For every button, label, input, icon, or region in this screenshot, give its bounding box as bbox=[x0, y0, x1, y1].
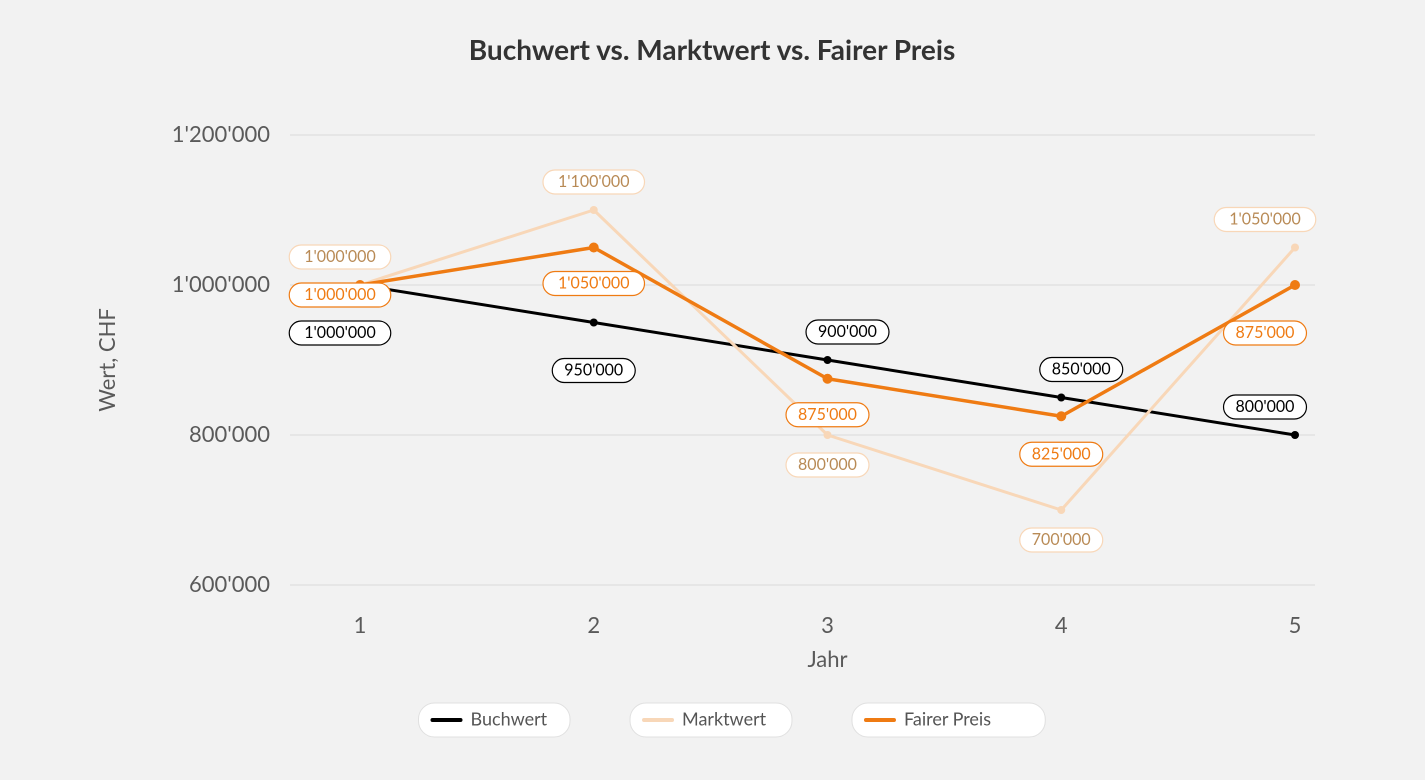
chart-title: Buchwert vs. Marktwert vs. Fairer Preis bbox=[469, 32, 956, 66]
data-label: 1'050'000 bbox=[1214, 208, 1316, 232]
svg-text:800'000: 800'000 bbox=[798, 455, 857, 474]
svg-text:875'000: 875'000 bbox=[798, 405, 857, 424]
data-label: 825'000 bbox=[1020, 442, 1103, 466]
legend-item: Marktwert bbox=[630, 703, 792, 737]
data-label: 900'000 bbox=[806, 320, 889, 344]
data-label: 1'000'000 bbox=[289, 283, 391, 307]
y-tick-label: 1'000'000 bbox=[172, 270, 271, 297]
svg-text:950'000: 950'000 bbox=[564, 361, 623, 380]
series-marker bbox=[1291, 431, 1299, 439]
legend-item: Buchwert bbox=[419, 703, 571, 737]
svg-text:825'000: 825'000 bbox=[1032, 444, 1091, 463]
series-marker bbox=[1290, 280, 1300, 290]
legend-item: Fairer Preis bbox=[852, 703, 1045, 737]
series-marker bbox=[590, 319, 598, 327]
data-label: 800'000 bbox=[786, 453, 869, 477]
y-tick-label: 1'200'000 bbox=[172, 120, 271, 147]
series-marker bbox=[823, 374, 833, 384]
svg-text:1'050'000: 1'050'000 bbox=[558, 274, 630, 293]
chart-svg: Buchwert vs. Marktwert vs. Fairer Preis 6… bbox=[0, 0, 1425, 780]
series-marker bbox=[1057, 506, 1065, 514]
svg-text:1'100'000: 1'100'000 bbox=[558, 172, 630, 191]
legend-label: Fairer Preis bbox=[904, 708, 991, 730]
svg-text:800'000: 800'000 bbox=[1236, 397, 1295, 416]
svg-text:1'050'000: 1'050'000 bbox=[1229, 210, 1301, 229]
x-axis-label: Jahr bbox=[807, 645, 847, 672]
series-marker bbox=[1057, 394, 1065, 402]
y-axis-label: Wert, CHF bbox=[93, 308, 120, 412]
svg-text:1'000'000: 1'000'000 bbox=[304, 247, 376, 266]
chart-container: Buchwert vs. Marktwert vs. Fairer Preis 6… bbox=[0, 0, 1425, 780]
data-label: 1'050'000 bbox=[543, 272, 645, 296]
x-tick-label: 5 bbox=[1289, 611, 1302, 638]
legend-label: Marktwert bbox=[682, 708, 767, 730]
svg-text:1'000'000: 1'000'000 bbox=[304, 285, 376, 304]
series-marker bbox=[824, 431, 832, 439]
x-tick-label: 3 bbox=[821, 611, 834, 638]
svg-text:1'000'000: 1'000'000 bbox=[304, 323, 376, 342]
svg-text:900'000: 900'000 bbox=[818, 322, 877, 341]
data-label: 1'000'000 bbox=[289, 245, 391, 269]
svg-text:875'000: 875'000 bbox=[1236, 323, 1295, 342]
series-marker bbox=[1056, 411, 1066, 421]
data-label: 850'000 bbox=[1040, 358, 1123, 382]
data-label: 1'000'000 bbox=[289, 321, 391, 345]
svg-text:700'000: 700'000 bbox=[1032, 530, 1091, 549]
data-label: 800'000 bbox=[1224, 395, 1307, 419]
x-tick-label: 4 bbox=[1055, 611, 1068, 638]
series-marker bbox=[590, 206, 598, 214]
series-marker bbox=[589, 243, 599, 253]
data-label: 700'000 bbox=[1020, 528, 1103, 552]
data-label: 875'000 bbox=[1224, 321, 1307, 345]
x-tick-label: 2 bbox=[587, 611, 600, 638]
y-tick-label: 800'000 bbox=[189, 420, 270, 447]
series-marker bbox=[824, 356, 832, 364]
data-label: 1'100'000 bbox=[543, 170, 645, 194]
x-tick-label: 1 bbox=[354, 611, 367, 638]
legend-label: Buchwert bbox=[471, 708, 548, 730]
svg-text:850'000: 850'000 bbox=[1052, 360, 1111, 379]
data-label: 950'000 bbox=[552, 359, 635, 383]
data-label: 875'000 bbox=[786, 403, 869, 427]
y-tick-label: 600'000 bbox=[189, 570, 270, 597]
series-marker bbox=[1291, 244, 1299, 252]
